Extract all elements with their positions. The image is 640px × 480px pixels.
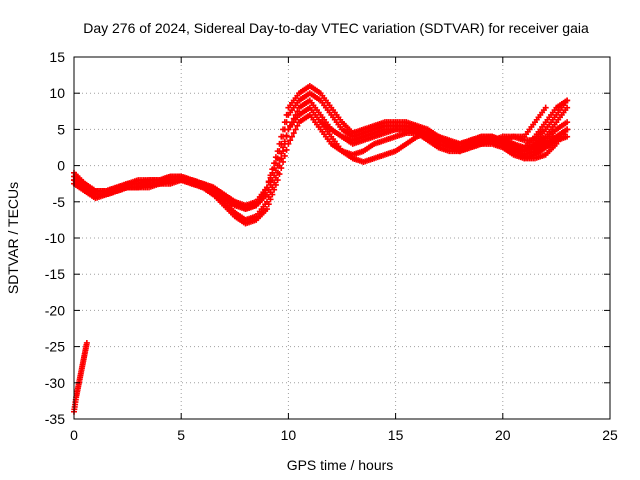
series-track-9	[71, 339, 90, 415]
data-point	[294, 122, 301, 129]
data-point	[283, 146, 290, 153]
y-tick-label: 15	[49, 49, 65, 65]
data-point	[265, 201, 272, 208]
data-point	[287, 122, 294, 129]
data-point	[267, 196, 274, 203]
y-tick-label: -25	[45, 339, 65, 355]
data-point	[278, 165, 285, 172]
axis-ticks: 0 5 10 15 20 25 -35 -30 -25 -20 -15 -10 -5 0 5 10 15	[45, 49, 618, 443]
data-point	[263, 191, 270, 198]
y-axis-label: SDTVAR / TECUs	[5, 182, 21, 294]
data-point	[292, 111, 299, 118]
data-point	[287, 137, 294, 144]
data-point	[285, 140, 292, 147]
series-track-3	[71, 111, 571, 227]
data-point	[274, 162, 281, 169]
data-point	[564, 97, 571, 104]
data-point	[564, 119, 571, 126]
data-point	[269, 166, 276, 173]
y-tick-label: -15	[45, 266, 65, 282]
data-marks	[71, 82, 571, 415]
series-track-2	[71, 90, 571, 213]
data-point	[294, 108, 301, 115]
data-point	[280, 144, 287, 151]
data-point	[272, 181, 279, 188]
data-point	[564, 126, 571, 133]
data-point	[564, 104, 571, 111]
y-tick-label: -10	[45, 230, 65, 246]
y-tick-label: 10	[49, 85, 65, 101]
data-point	[278, 133, 285, 140]
data-point	[271, 160, 278, 167]
series-track-4	[71, 97, 571, 213]
data-point	[283, 111, 290, 118]
data-point	[271, 186, 278, 193]
x-tick-label: 15	[388, 427, 404, 443]
y-tick-label: 0	[57, 158, 65, 174]
data-point	[265, 178, 272, 185]
data-point	[267, 181, 274, 188]
data-point	[285, 126, 292, 133]
series-track-8	[499, 104, 549, 144]
x-tick-label: 5	[177, 427, 185, 443]
data-point	[290, 115, 297, 122]
data-point	[83, 339, 90, 346]
chart-title: Day 276 of 2024, Sidereal Day-to-day VTE…	[83, 20, 589, 36]
data-point	[267, 172, 274, 179]
data-point	[272, 154, 279, 161]
data-point	[281, 119, 288, 126]
data-point	[272, 167, 279, 174]
y-tick-label: -35	[45, 411, 65, 427]
data-point	[288, 133, 295, 140]
data-point	[263, 184, 270, 191]
data-point	[290, 130, 297, 137]
data-point	[280, 126, 287, 133]
y-tick-label: 5	[57, 121, 65, 137]
data-point	[281, 152, 288, 159]
data-point	[263, 206, 270, 213]
x-tick-label: 10	[281, 427, 297, 443]
x-tick-label: 25	[602, 427, 618, 443]
data-point	[288, 119, 295, 126]
data-point	[292, 126, 299, 133]
x-tick-label: 0	[70, 427, 78, 443]
data-point	[564, 133, 571, 140]
data-point	[274, 148, 281, 155]
data-point	[281, 138, 288, 145]
y-tick-label: -5	[53, 194, 66, 210]
grid-lines	[74, 57, 610, 419]
data-point	[276, 156, 283, 163]
data-point	[278, 150, 285, 157]
x-tick-label: 20	[495, 427, 511, 443]
data-point	[283, 132, 290, 139]
data-point	[269, 191, 276, 198]
data-point	[274, 177, 281, 184]
data-point	[276, 140, 283, 147]
x-axis-label: GPS time / hours	[287, 457, 394, 473]
y-tick-label: -20	[45, 302, 65, 318]
data-point	[280, 158, 287, 165]
data-point	[269, 177, 276, 184]
data-point	[542, 104, 549, 111]
y-tick-label: -30	[45, 375, 65, 391]
data-point	[276, 171, 283, 178]
